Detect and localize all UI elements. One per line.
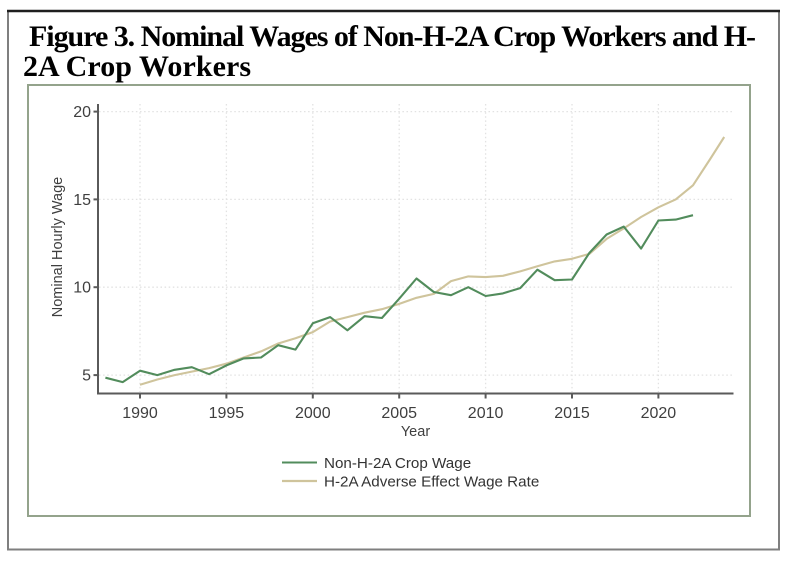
svg-text:Figure 3. Nominal Wages of Non: Figure 3. Nominal Wages of Non-H-2A Crop… bbox=[29, 20, 756, 53]
svg-text:2000: 2000 bbox=[295, 405, 331, 422]
svg-text:2020: 2020 bbox=[641, 405, 677, 422]
svg-text:2010: 2010 bbox=[468, 405, 504, 422]
svg-text:20: 20 bbox=[73, 104, 91, 121]
svg-text:Nominal Hourly Wage: Nominal Hourly Wage bbox=[50, 177, 66, 317]
svg-text:Year: Year bbox=[401, 424, 430, 440]
svg-text:10: 10 bbox=[73, 280, 91, 297]
svg-text:Non-H-2A Crop Wage: Non-H-2A Crop Wage bbox=[324, 455, 471, 472]
svg-text:2A Crop Workers: 2A Crop Workers bbox=[23, 50, 251, 83]
svg-text:1990: 1990 bbox=[122, 405, 158, 422]
svg-text:1995: 1995 bbox=[209, 405, 245, 422]
svg-text:15: 15 bbox=[73, 192, 91, 209]
svg-text:H-2A Adverse Effect Wage Rate: H-2A Adverse Effect Wage Rate bbox=[324, 474, 539, 491]
svg-text:2015: 2015 bbox=[554, 405, 590, 422]
svg-text:5: 5 bbox=[82, 368, 91, 385]
svg-text:2005: 2005 bbox=[381, 405, 417, 422]
